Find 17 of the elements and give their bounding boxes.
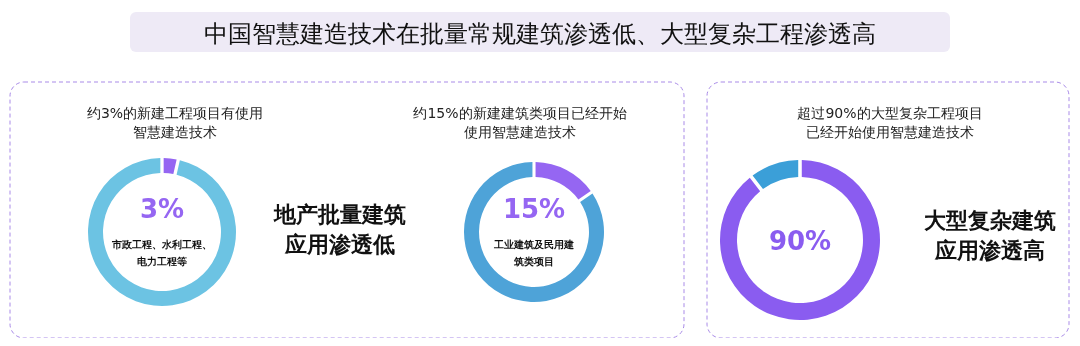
text: 地产批量建筑应用渗透低 <box>273 202 406 257</box>
donut-slice <box>88 158 236 306</box>
chart-title: 约3%的新建工程项目有使用智慧建造技术 <box>86 105 264 140</box>
data-label: 3% <box>139 194 185 224</box>
text: 市政工程、水利工程、电力工程等 <box>111 239 212 267</box>
data-label: 90% <box>768 226 832 256</box>
text: 大型复杂建筑应用渗透高 <box>924 208 1056 263</box>
chart-title: 超过90%的大型复杂工程项目已经开始使用智慧建造技术 <box>797 105 983 140</box>
donut-slice <box>535 162 591 200</box>
chart-title: 约15%的新建建筑类项目已经开始使用智慧建造技术 <box>413 105 627 140</box>
donut-slice <box>163 158 177 175</box>
text: 中国智慧建造技术在批量常规建筑渗透低、大型复杂工程渗透高 <box>204 20 876 48</box>
donut-slice <box>464 162 604 302</box>
donut-slice <box>752 160 799 190</box>
donut-slice <box>720 160 880 320</box>
text: 工业建筑及民用建筑类项目 <box>493 239 574 267</box>
data-label: 15% <box>502 194 566 224</box>
